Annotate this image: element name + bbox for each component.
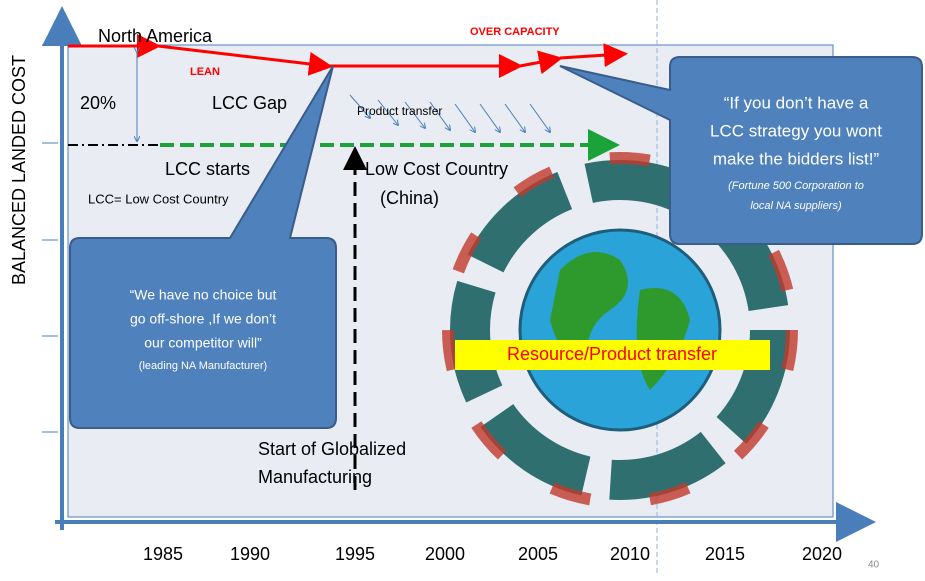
label: Product transfer [357,104,442,118]
callout-text: our competitor will” [144,335,262,351]
label: OVER CAPACITY [470,26,560,38]
slide: BALANCED LANDED COST 1985 1990 1995 2000 200… [0,0,925,576]
x-tick-label: 1985 [143,544,183,564]
x-tick-label: 2015 [705,544,745,564]
callout-text: go off-shore ,If we don’t [130,311,276,327]
x-tick-label: 2005 [518,544,558,564]
label: Low Cost Country [365,159,508,179]
x-tick-label: 2010 [610,544,650,564]
label: Manufacturing [258,467,372,487]
callout-source: (leading NA Manufacturer) [139,360,267,372]
label: LCC= Low Cost Country [88,191,229,206]
label: LCC starts [165,159,250,179]
x-tick-label: 1990 [230,544,270,564]
y-ticks [42,45,58,432]
label: LEAN [190,66,220,78]
callout-text: “If you don’t have a [724,93,869,112]
label: 20% [80,93,116,113]
transfer-label: Resource/Product transfer [507,344,717,364]
y-axis-label: BALANCED LANDED COST [9,55,29,285]
label: (China) [380,188,439,208]
callout-source: local NA suppliers) [750,200,842,212]
label: North America [98,26,213,46]
label: Start of Globalized [258,439,406,459]
x-tick-label: 2020 [802,544,842,564]
callout-source: (Fortune 500 Corporation to [728,180,864,192]
callout-text: “We have no choice but [130,287,277,303]
x-tick-label: 2000 [425,544,465,564]
slide-number: 40 [868,560,880,571]
callout-text: make the bidders list!” [713,149,880,168]
label: LCC Gap [212,93,287,113]
callout-text: LCC strategy you wont [710,121,882,140]
x-tick-label: 1995 [335,544,375,564]
